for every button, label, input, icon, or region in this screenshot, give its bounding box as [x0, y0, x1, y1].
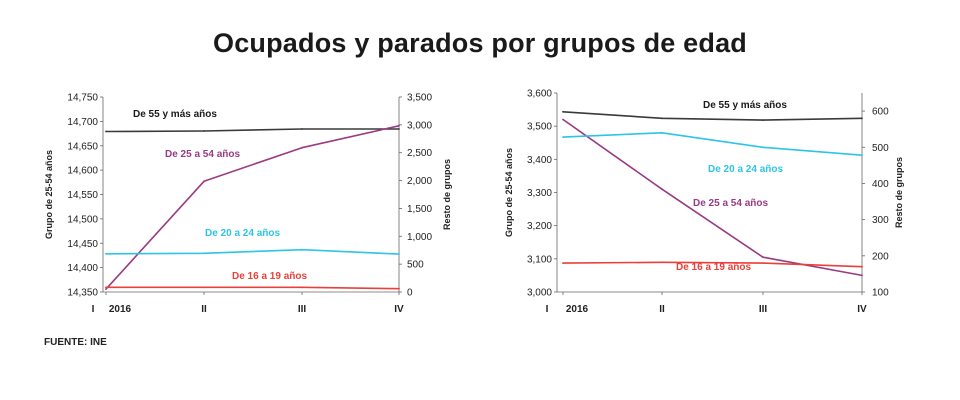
series-line-1: [562, 118, 863, 277]
series-point: [861, 117, 863, 120]
y-tick-label-right: 1,000: [407, 232, 432, 243]
series-line-3: [562, 261, 863, 268]
series-point: [301, 248, 303, 251]
x-tick-sublabel: 2016: [109, 304, 132, 315]
series-point: [398, 128, 400, 130]
series-line-2: [562, 132, 863, 156]
series-line-1: [105, 125, 400, 290]
series-point: [203, 286, 205, 289]
y-tick-label-left: 3,400: [527, 155, 552, 166]
series-point: [762, 256, 764, 259]
series-label: De 25 a 54 años: [165, 149, 240, 160]
series-point: [661, 261, 663, 264]
y-tick-label-right: 2,000: [407, 176, 432, 187]
page-title: Ocupados y parados por grupos de edad: [213, 28, 747, 58]
y-tick-label-left: 14,450: [67, 239, 98, 250]
y-tick-label-right: 3,500: [407, 93, 432, 104]
x-tick-label: I: [546, 304, 549, 315]
y-tick-label-right: 600: [872, 107, 889, 118]
series-point: [661, 131, 663, 134]
series-point: [562, 118, 564, 121]
x-tick-label: IV: [394, 304, 404, 315]
y-tick-label-right: 0: [407, 288, 413, 299]
y-tick-label-right: 2,500: [407, 148, 432, 159]
series-label: De 20 a 24 años: [708, 164, 783, 175]
series-label: De 55 y más años: [703, 100, 787, 111]
y-tick-label-right: 1,500: [407, 204, 432, 215]
series-point: [301, 286, 303, 289]
y-tick-label-left: 3,300: [527, 188, 552, 199]
y-axis-title-right: Resto de grupos: [442, 159, 452, 230]
chart-1: 14,350 14,400 14,450 14,500 14,550 14,600 14,6…: [44, 93, 452, 316]
chart-2: 3,000 3,100 3,200 3,300 3,400 3,500 3,600 100 20…: [504, 89, 904, 316]
y-tick-label-left: 3,500: [527, 122, 552, 133]
y-tick-label-left: 14,600: [67, 166, 98, 177]
y-tick-label-left: 14,550: [67, 190, 98, 201]
series-point: [861, 154, 863, 157]
y-axis-title-left: Grupo de 25-54 años: [504, 148, 514, 237]
series-point: [861, 274, 863, 277]
series-line-2: [105, 248, 400, 255]
y-tick-label-right: 500: [872, 143, 889, 154]
x-tick-label: II: [659, 304, 665, 315]
x-tick-label: III: [759, 304, 768, 315]
series-label: De 16 a 19 años: [232, 271, 307, 282]
x-tick-sublabel: 2016: [566, 304, 589, 315]
series-point: [398, 253, 400, 256]
series-point: [105, 252, 107, 255]
y-tick-label-right: 500: [407, 260, 424, 271]
y-tick-label-left: 3,200: [527, 221, 552, 232]
y-tick-label-left: 14,650: [67, 141, 98, 152]
y-tick-label-left: 3,600: [527, 89, 552, 100]
series-point: [301, 128, 303, 130]
series-label: De 55 y más años: [133, 109, 217, 120]
x-tick-label: IV: [857, 304, 867, 315]
y-tick-label-right: 3,000: [407, 120, 432, 131]
y-tick-label-left: 3,100: [527, 254, 552, 265]
series-label: De 25 a 54 años: [693, 198, 768, 209]
x-tick-label: III: [298, 304, 307, 315]
series-point: [562, 262, 564, 264]
series-point: [562, 136, 564, 139]
series-line-0: [562, 111, 863, 121]
series-point: [301, 146, 303, 149]
y-tick-label-right: 300: [872, 215, 889, 226]
y-tick-label-left: 14,400: [67, 263, 98, 274]
series-line-3: [106, 286, 400, 290]
y-axis-title-left: Grupo de 25-54 años: [44, 150, 54, 239]
x-tick-label: I: [92, 304, 95, 315]
series-point: [661, 188, 663, 191]
series-point: [105, 286, 107, 289]
y-tick-label-right: 400: [872, 179, 889, 190]
y-tick-label-right: 200: [872, 251, 889, 262]
series-point: [203, 130, 205, 132]
x-tick-label: II: [201, 304, 207, 315]
series-point: [562, 110, 564, 113]
series-label: De 16 a 19 años: [676, 262, 751, 273]
series-line-0: [105, 128, 399, 133]
y-tick-label-left: 14,700: [67, 117, 98, 128]
series-point: [203, 180, 205, 183]
series-point: [398, 287, 400, 290]
series-point: [861, 265, 863, 268]
y-tick-label-left: 14,500: [67, 214, 98, 225]
series-label: De 20 a 24 años: [205, 228, 280, 239]
y-tick-label-left: 14,750: [67, 93, 98, 104]
series-point: [105, 288, 107, 290]
y-tick-label-left: 14,350: [67, 288, 98, 299]
y-tick-label-left: 3,000: [527, 288, 552, 299]
series-point: [762, 262, 764, 264]
series-point: [398, 124, 400, 127]
series-point: [661, 117, 663, 120]
series-point: [203, 252, 205, 255]
series-point: [105, 130, 107, 133]
y-axis-title-right: Resto de grupos: [894, 157, 904, 228]
series-point: [762, 119, 764, 121]
source-note: FUENTE: INE: [44, 337, 107, 348]
y-tick-label-right: 100: [872, 288, 889, 299]
series-point: [762, 146, 764, 149]
